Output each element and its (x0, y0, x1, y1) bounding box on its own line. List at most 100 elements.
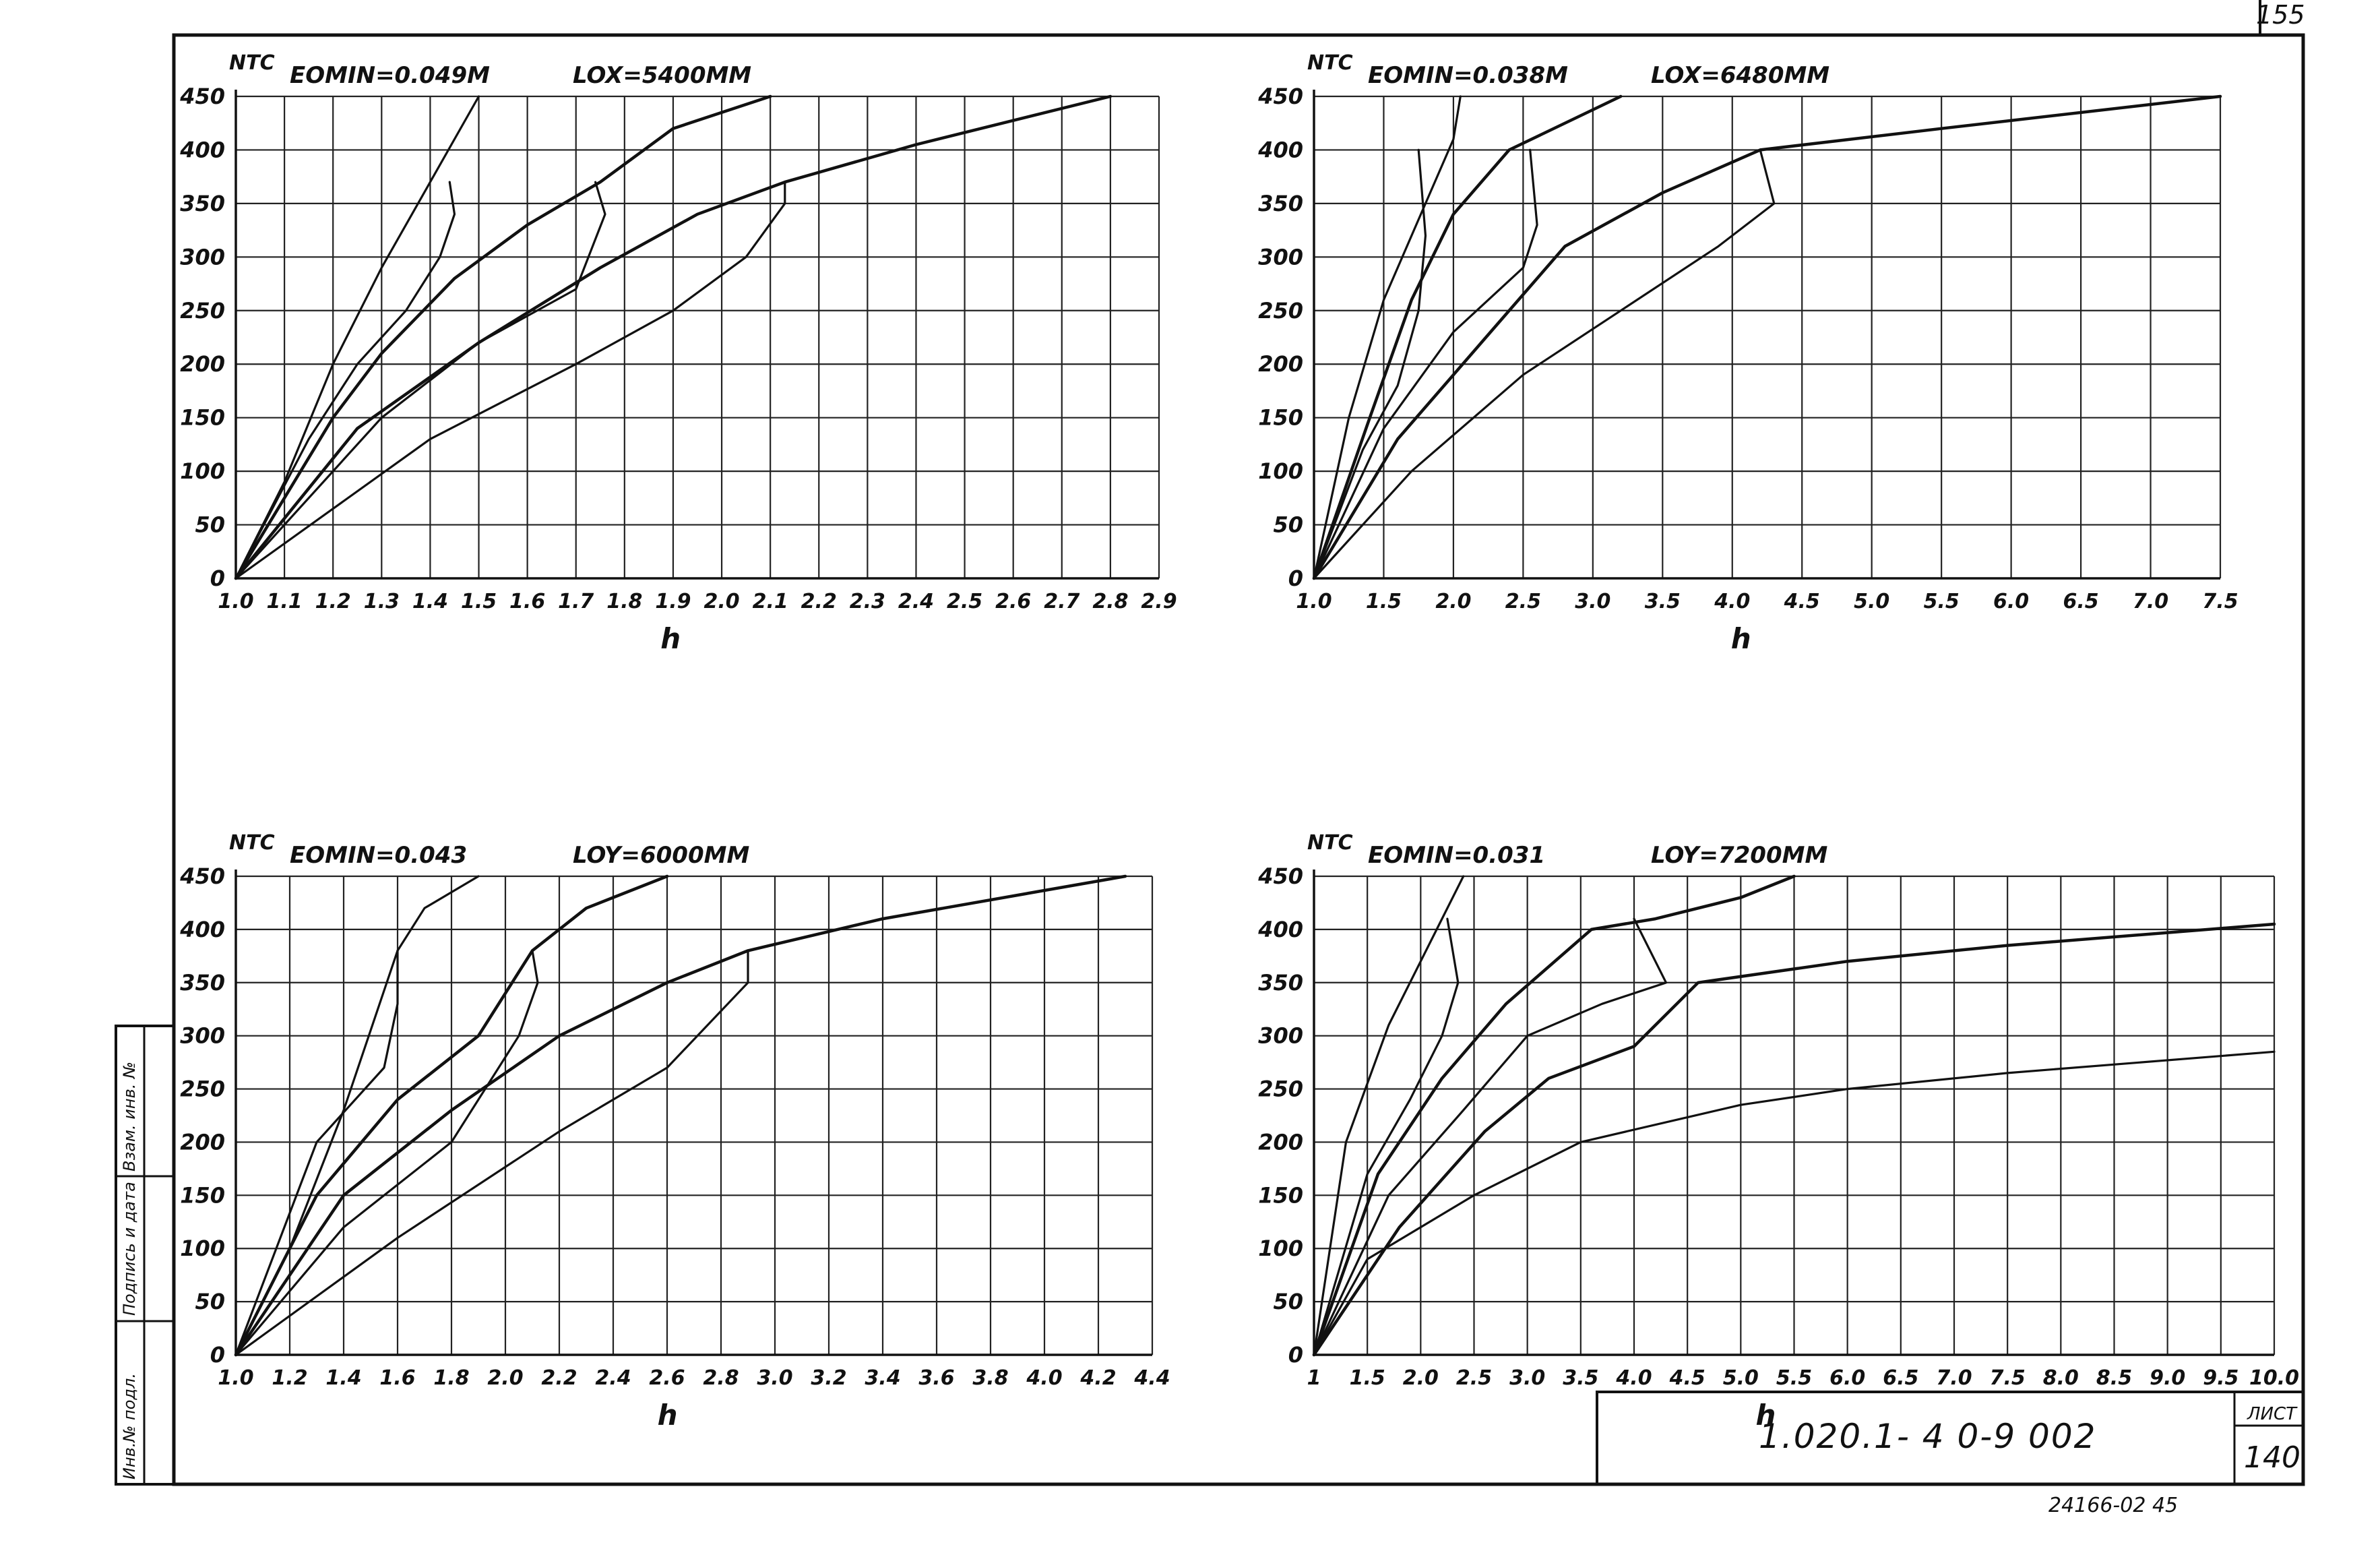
y-tick-label: 0 (1288, 566, 1303, 591)
x-tick-label: 3.8 (972, 1366, 1008, 1390)
y-tick-label: 0 (1288, 1342, 1303, 1368)
series-line-1 (234, 95, 480, 580)
series-line-3 (1312, 874, 1796, 1357)
y-tick-label: 250 (1258, 298, 1303, 324)
y-tick-label: 350 (1258, 191, 1303, 216)
x-tick-label: 3.5 (1563, 1366, 1598, 1390)
x-tick-label: 5.0 (1723, 1366, 1759, 1390)
x-tick-label: 7.0 (2133, 590, 2168, 613)
series-line-4 (1313, 917, 1668, 1356)
length-label: LOX=5400MM (573, 62, 751, 89)
x-tick-label: 2.5 (1456, 1366, 1492, 1390)
y-tick-label: 50 (1273, 1289, 1303, 1314)
y-tick-label: 450 (1257, 863, 1303, 889)
x-axis-unit: h (1731, 622, 1751, 655)
series-line-6 (234, 949, 749, 1356)
x-tick-label: 3.2 (811, 1366, 846, 1390)
x-tick-label: 1.0 (218, 1366, 253, 1390)
x-tick-label: 3.0 (1509, 1366, 1545, 1390)
x-tick-label: 2.0 (1403, 1366, 1439, 1390)
y-tick-label: 300 (180, 244, 225, 270)
y-tick-label: 300 (1258, 244, 1303, 270)
y-tick-label: 150 (180, 405, 225, 431)
y-tick-label: 400 (1257, 917, 1303, 942)
x-tick-label: 4.0 (1615, 1366, 1652, 1390)
y-tick-label: 400 (179, 917, 225, 942)
x-tick-label: 2.0 (703, 590, 739, 613)
length-label: LOY=6000MM (573, 842, 749, 869)
x-tick-label: 2.3 (850, 590, 885, 613)
series-line-4 (1313, 148, 1538, 580)
x-axis-unit: h (658, 1399, 678, 1432)
side-stamp-cell-2: Подпись и дата (120, 1182, 139, 1316)
x-tick-label: 4.4 (1133, 1366, 1170, 1390)
y-tick-label: 200 (180, 1129, 225, 1155)
sheet-number: 140 (2244, 1440, 2300, 1475)
x-tick-label: 2.0 (1435, 590, 1471, 613)
x-tick-label: 9.5 (2203, 1366, 2238, 1390)
y-tick-label: 300 (1258, 1023, 1303, 1049)
y-tick-label: 150 (1258, 405, 1303, 431)
x-tick-label: 1.9 (655, 590, 691, 613)
y-tick-label: 300 (180, 1023, 225, 1049)
x-axis-unit: h (660, 622, 681, 655)
y-tick-label: 250 (1258, 1076, 1303, 1102)
series-line-6 (1313, 1050, 2276, 1356)
x-tick-label: 3.6 (918, 1366, 954, 1390)
x-tick-label: 8.5 (2096, 1366, 2132, 1390)
series-line-6 (1313, 148, 1776, 580)
x-axis-unit: h (1756, 1399, 1776, 1432)
y-tick-label: 450 (179, 84, 225, 109)
corner-number: 155 (2256, 0, 2305, 30)
series-line-2 (1313, 917, 1460, 1356)
x-tick-label: 2.7 (1044, 590, 1079, 613)
y-tick-label: 0 (210, 566, 225, 591)
side-stamp-cell-1: Инв.№ подл. (120, 1373, 139, 1480)
y-tick-label: 450 (179, 863, 225, 889)
x-tick-label: 8.0 (2043, 1366, 2079, 1390)
x-tick-label: 7.5 (1990, 1366, 2026, 1390)
x-tick-label: 2.6 (995, 590, 1031, 613)
y-tick-label: 200 (180, 351, 225, 377)
x-tick-label: 4.0 (1026, 1366, 1062, 1390)
y-tick-label: 350 (180, 970, 225, 996)
x-tick-label: 1.3 (364, 590, 400, 613)
x-tick-label: 1.2 (315, 590, 351, 613)
x-tick-label: 5.0 (1854, 590, 1889, 613)
y-tick-label: 100 (180, 1236, 225, 1261)
x-tick-label: 5.5 (1776, 1366, 1812, 1390)
y-axis-unit: NTC (229, 831, 275, 855)
y-tick-label: 100 (180, 458, 225, 484)
x-tick-label: 3.0 (757, 1366, 792, 1390)
series-line-5 (234, 94, 1113, 580)
x-tick-label: 1 (1307, 1366, 1321, 1390)
y-tick-label: 100 (1258, 458, 1303, 484)
length-label: LOX=6480MM (1651, 62, 1829, 89)
x-tick-label: 6.0 (1993, 590, 2029, 613)
x-tick-label: 1.4 (325, 1366, 361, 1390)
sheet-frame (172, 33, 2305, 1486)
y-tick-label: 0 (210, 1342, 225, 1368)
y-tick-label: 250 (180, 1076, 225, 1102)
x-tick-label: 2.5 (1505, 590, 1541, 613)
series-line-2 (234, 949, 399, 1356)
y-tick-label: 450 (1257, 84, 1303, 109)
x-tick-label: 2.4 (595, 1366, 631, 1390)
series-line-3 (234, 874, 669, 1357)
x-tick-label: 1.2 (272, 1366, 307, 1390)
series-line-3 (234, 94, 772, 580)
eomin-label: EOMIN=0.031 (1368, 842, 1545, 869)
series-line-5 (1312, 922, 2276, 1357)
chart-3: 1.0 1.2 1.4 1.6 1.8 2.0 2.2 2.4 2.6 2.8 3.0 3.2 3.4 3… (179, 831, 1170, 1432)
chart-2: 1.0 1.5 2.0 2.5 3.0 3.5 4.0 4.5 5.0 5.5 6.0 6.5 7.0 7… (1257, 51, 2238, 655)
eomin-label: EOMIN=0.049M (290, 62, 490, 89)
y-axis-unit: NTC (229, 51, 275, 75)
x-tick-label: 7.5 (2202, 590, 2238, 613)
x-tick-label: 4.0 (1714, 590, 1750, 613)
x-tick-label: 10.0 (2249, 1366, 2299, 1390)
series-line-6 (234, 181, 786, 580)
series-line-2 (234, 181, 456, 580)
x-tick-label: 4.5 (1784, 590, 1820, 613)
y-axis-unit: NTC (1307, 51, 1353, 75)
